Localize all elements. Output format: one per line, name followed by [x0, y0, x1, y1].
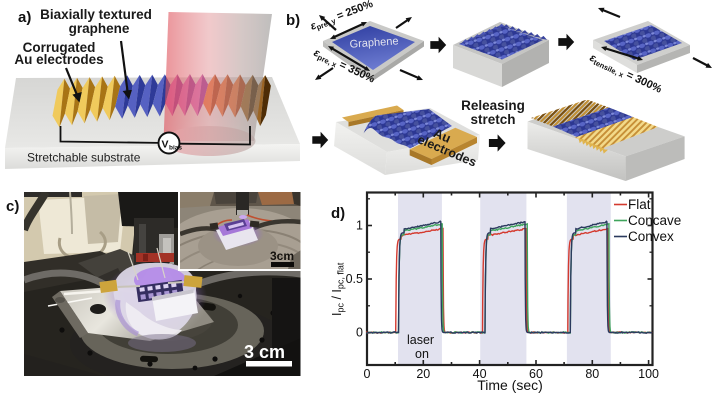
- svg-text:Time (sec): Time (sec): [477, 377, 543, 393]
- svg-text:b): b): [286, 12, 300, 29]
- svg-text:Convex: Convex: [628, 229, 674, 244]
- svg-text:3 cm: 3 cm: [244, 342, 285, 362]
- svg-text:V: V: [162, 139, 169, 151]
- svg-text:Au electrodes: Au electrodes: [14, 52, 103, 67]
- svg-text:100: 100: [638, 367, 659, 381]
- svg-text:laser: laser: [407, 333, 434, 347]
- svg-text:Stretchable substrate: Stretchable substrate: [27, 151, 141, 165]
- svg-text:on: on: [415, 347, 429, 361]
- svg-text:40: 40: [473, 367, 487, 381]
- svg-text:Flat: Flat: [628, 197, 651, 212]
- svg-text:0: 0: [356, 326, 363, 340]
- svg-text:0.5: 0.5: [346, 272, 363, 286]
- svg-text:80: 80: [585, 367, 599, 381]
- svg-text:d): d): [331, 205, 345, 222]
- svg-text:Corrugated: Corrugated: [23, 40, 96, 55]
- svg-text:1: 1: [356, 219, 363, 233]
- svg-text:20: 20: [416, 367, 430, 381]
- svg-text:Au: Au: [431, 125, 453, 146]
- svg-text:Biaxially textured: Biaxially textured: [40, 7, 152, 22]
- svg-text:Ipc / Ipc, flat: Ipc / Ipc, flat: [330, 262, 346, 316]
- svg-text:60: 60: [529, 367, 543, 381]
- svg-text:stretch: stretch: [470, 112, 515, 127]
- svg-text:a): a): [18, 9, 31, 26]
- svg-text:0: 0: [364, 367, 371, 381]
- svg-text:bias: bias: [169, 145, 182, 152]
- svg-text:Concave: Concave: [628, 213, 681, 228]
- svg-text:Graphene: Graphene: [349, 35, 399, 50]
- svg-text:c): c): [6, 198, 19, 215]
- svg-text:Releasing: Releasing: [461, 98, 525, 113]
- svg-text:graphene: graphene: [69, 21, 130, 36]
- svg-text:3cm: 3cm: [270, 249, 294, 263]
